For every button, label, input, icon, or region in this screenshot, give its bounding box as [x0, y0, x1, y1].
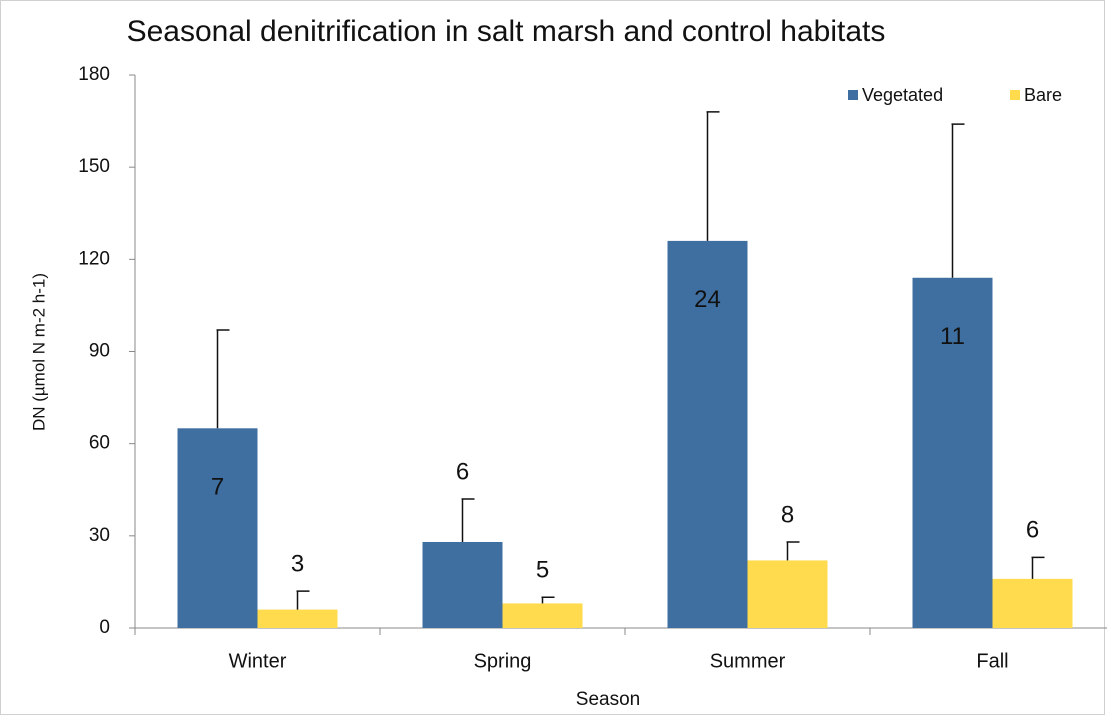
- error-bar: [786, 541, 800, 561]
- annotation: 11: [940, 323, 965, 350]
- annotation: 6: [1026, 517, 1039, 544]
- annotation: 8: [781, 501, 794, 528]
- y-tick-label: 90: [89, 341, 110, 362]
- error-bar: [951, 123, 965, 278]
- x-tick-label: Winter: [229, 650, 287, 672]
- x-tick-label: Spring: [474, 650, 532, 672]
- error-bar: [461, 498, 475, 542]
- error-bar: [541, 596, 555, 604]
- legend-label: Bare: [1024, 85, 1062, 105]
- bar: [422, 541, 503, 628]
- x-tick-label: Fall: [976, 650, 1008, 672]
- bar: [502, 603, 583, 628]
- y-tick-label: 30: [89, 525, 110, 546]
- annotation: 3: [291, 550, 304, 577]
- error-bar: [706, 111, 720, 241]
- y-tick-label: 150: [78, 156, 110, 177]
- x-tick-label: Summer: [710, 650, 786, 672]
- y-tick-label: 120: [78, 248, 110, 269]
- y-tick-label: 60: [89, 433, 110, 454]
- legend-swatch: [1010, 90, 1020, 100]
- y-axis-label: DN (µmol N m-2 h-1): [29, 273, 48, 431]
- annotation: 7: [211, 474, 224, 501]
- bar: [912, 277, 993, 628]
- bar: [257, 609, 338, 628]
- bar: [747, 560, 828, 628]
- y-tick-label: 180: [78, 64, 110, 85]
- bar: [177, 428, 258, 628]
- y-tick-label: 0: [99, 617, 110, 638]
- chart-title: Seasonal denitrification in salt marsh a…: [126, 15, 886, 48]
- bar: [667, 240, 748, 628]
- annotation: 6: [456, 458, 469, 485]
- annotation: 24: [694, 286, 721, 313]
- x-axis-label: Season: [576, 689, 640, 710]
- error-bar: [296, 590, 310, 610]
- legend-label: Vegetated: [862, 85, 943, 105]
- bar: [992, 578, 1073, 628]
- legend-swatch: [848, 90, 858, 100]
- error-bar: [1031, 556, 1045, 579]
- annotation: 5: [536, 557, 549, 584]
- error-bar: [216, 329, 230, 429]
